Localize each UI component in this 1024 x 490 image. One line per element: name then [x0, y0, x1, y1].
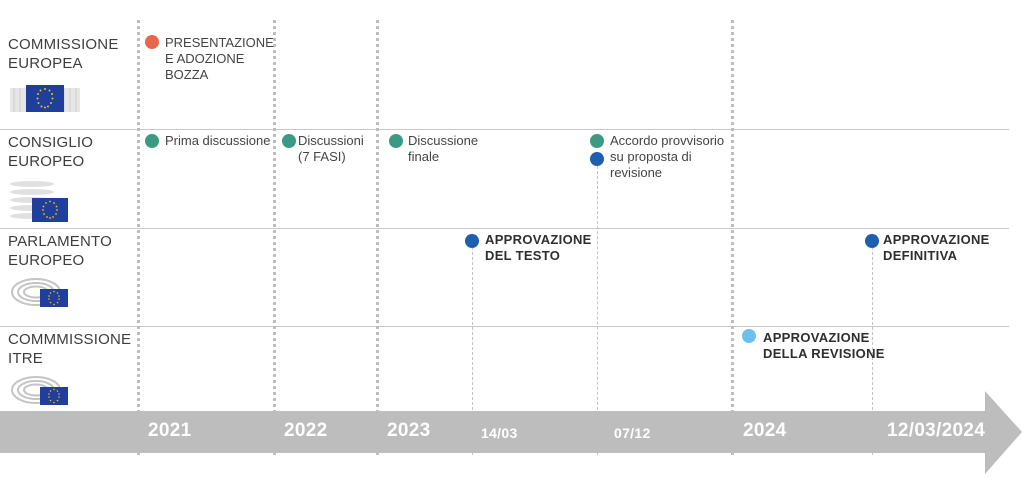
- row-label-commissione-itre: COMMMISSIONE ITRE: [8, 331, 132, 367]
- event-label-approvazione-testo: APPROVAZIONE DEL TESTO: [485, 232, 592, 263]
- row-divider: [0, 129, 1009, 130]
- row-divider: [0, 228, 1009, 229]
- timeline-label-12-03-2024: 12/03/2024: [887, 420, 986, 441]
- event-label-approvazione-revisione: APPROVAZIONE DELLA REVISIONE: [763, 330, 885, 361]
- milestone-line-12-03-2024: [872, 247, 873, 455]
- timeline-arrow: [0, 391, 1022, 474]
- period-divider-2022: [273, 20, 276, 455]
- eu-commission-building-icon: [10, 80, 80, 112]
- eu-council-building-icon: [10, 176, 70, 222]
- timeline-label-2023: 2023: [387, 420, 431, 441]
- milestone-line-14-03: [472, 247, 473, 455]
- row-divider: [0, 326, 1009, 327]
- milestone-line-07-12: [597, 166, 598, 455]
- timeline-label-2024: 2024: [743, 420, 787, 441]
- event-dot-accordo-revisione: [590, 152, 604, 166]
- event-label-approvazione-definitiva: APPROVAZIONE DEFINITIVA: [883, 232, 990, 263]
- row-label-parlamento-europeo: PARLAMENTO EUROPEO: [8, 233, 112, 269]
- event-dot-accordo-provvisorio: [590, 134, 604, 148]
- event-label-presentazione: PRESENTAZIONE E ADOZIONE BOZZA: [165, 35, 274, 82]
- eu-parliament-hemicycle-icon: [10, 276, 70, 308]
- timeline-label-07-12: 07/12: [614, 425, 651, 441]
- event-dot-discussioni: [282, 134, 296, 148]
- period-divider-2024: [731, 20, 734, 455]
- timeline-label-14-03: 14/03: [481, 425, 518, 441]
- event-dot-discussione-finale: [389, 134, 403, 148]
- eu-parliament-hemicycle-icon: [10, 374, 70, 406]
- event-label-accordo-provvisorio: Accordo provvisorio su proposta di revis…: [610, 133, 725, 180]
- period-divider-2023: [376, 20, 379, 455]
- row-label-commissione-europea: COMMISSIONE EUROPEA: [8, 36, 119, 72]
- event-dot-approvazione-definitiva: [865, 234, 879, 248]
- timeline-label-2021: 2021: [148, 420, 192, 441]
- event-dot-approvazione-revisione: [742, 329, 756, 343]
- event-label-discussione-finale: Discussione finale: [408, 133, 479, 164]
- event-label-discussioni: Discussioni (7 FASI): [298, 133, 364, 164]
- timeline-label-2022: 2022: [284, 420, 328, 441]
- row-label-consiglio-europeo: CONSIGLIO EUROPEO: [8, 134, 94, 170]
- event-dot-approvazione-testo: [465, 234, 479, 248]
- event-label-prima-discussione: Prima discussione: [165, 133, 271, 148]
- event-dot-prima-discussione: [145, 134, 159, 148]
- event-dot-presentazione: [145, 35, 159, 49]
- period-divider-2021: [137, 20, 140, 455]
